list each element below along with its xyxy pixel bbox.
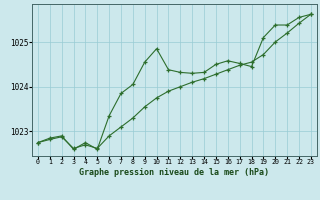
X-axis label: Graphe pression niveau de la mer (hPa): Graphe pression niveau de la mer (hPa) [79,168,269,177]
